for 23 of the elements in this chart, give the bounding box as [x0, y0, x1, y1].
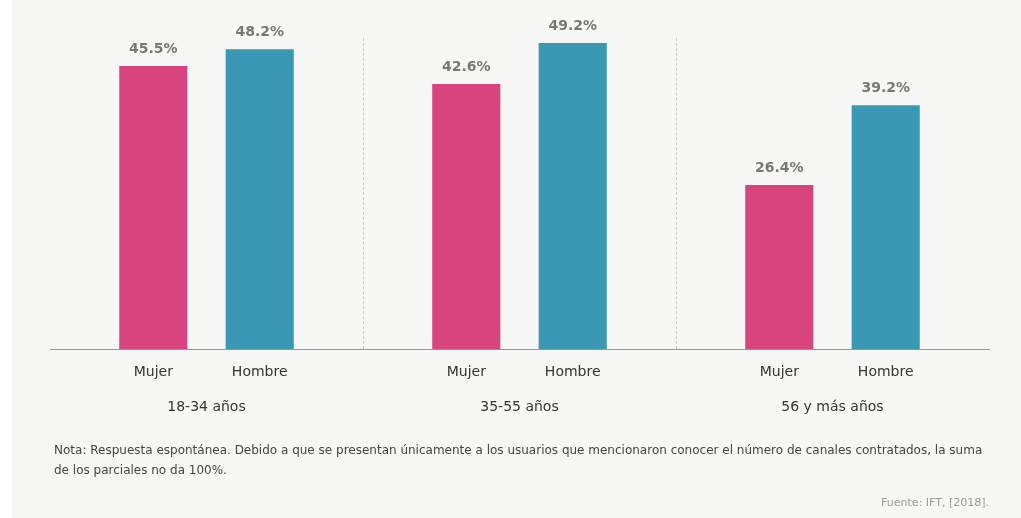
text: Hombre [857, 362, 914, 379]
text: Hombre [544, 362, 601, 379]
series-label: Hombre [231, 362, 288, 379]
bar [538, 42, 607, 350]
bar [119, 66, 188, 350]
data-label: 48.2% [235, 22, 284, 39]
source-note: Fuente: IFT, [2018]. [881, 496, 989, 509]
series-label: Mujer [133, 362, 174, 379]
bar [432, 84, 501, 350]
text: Nota: Respuesta espontánea. Debido a que se presentan únicamente a los usuarios que mencionaron conocer el número de canales contratados, la suma de los parciales no da 100%. [54, 442, 984, 479]
bar [851, 105, 920, 350]
x-tick-label: 56 y más años [781, 398, 884, 415]
x-tick-label: 35-55 años [480, 398, 559, 415]
data-label: 45.5% [129, 39, 178, 56]
x-tick-label: 18-34 años [167, 398, 246, 415]
data-label: 49.2% [548, 16, 597, 33]
bar [745, 184, 814, 350]
text: Mujer [446, 362, 486, 379]
bar [225, 49, 294, 350]
data-label: 26.4% [755, 158, 804, 175]
text: Mujer [759, 362, 799, 379]
data-label: 42.6% [442, 57, 491, 74]
data-label: 39.2% [861, 78, 910, 95]
